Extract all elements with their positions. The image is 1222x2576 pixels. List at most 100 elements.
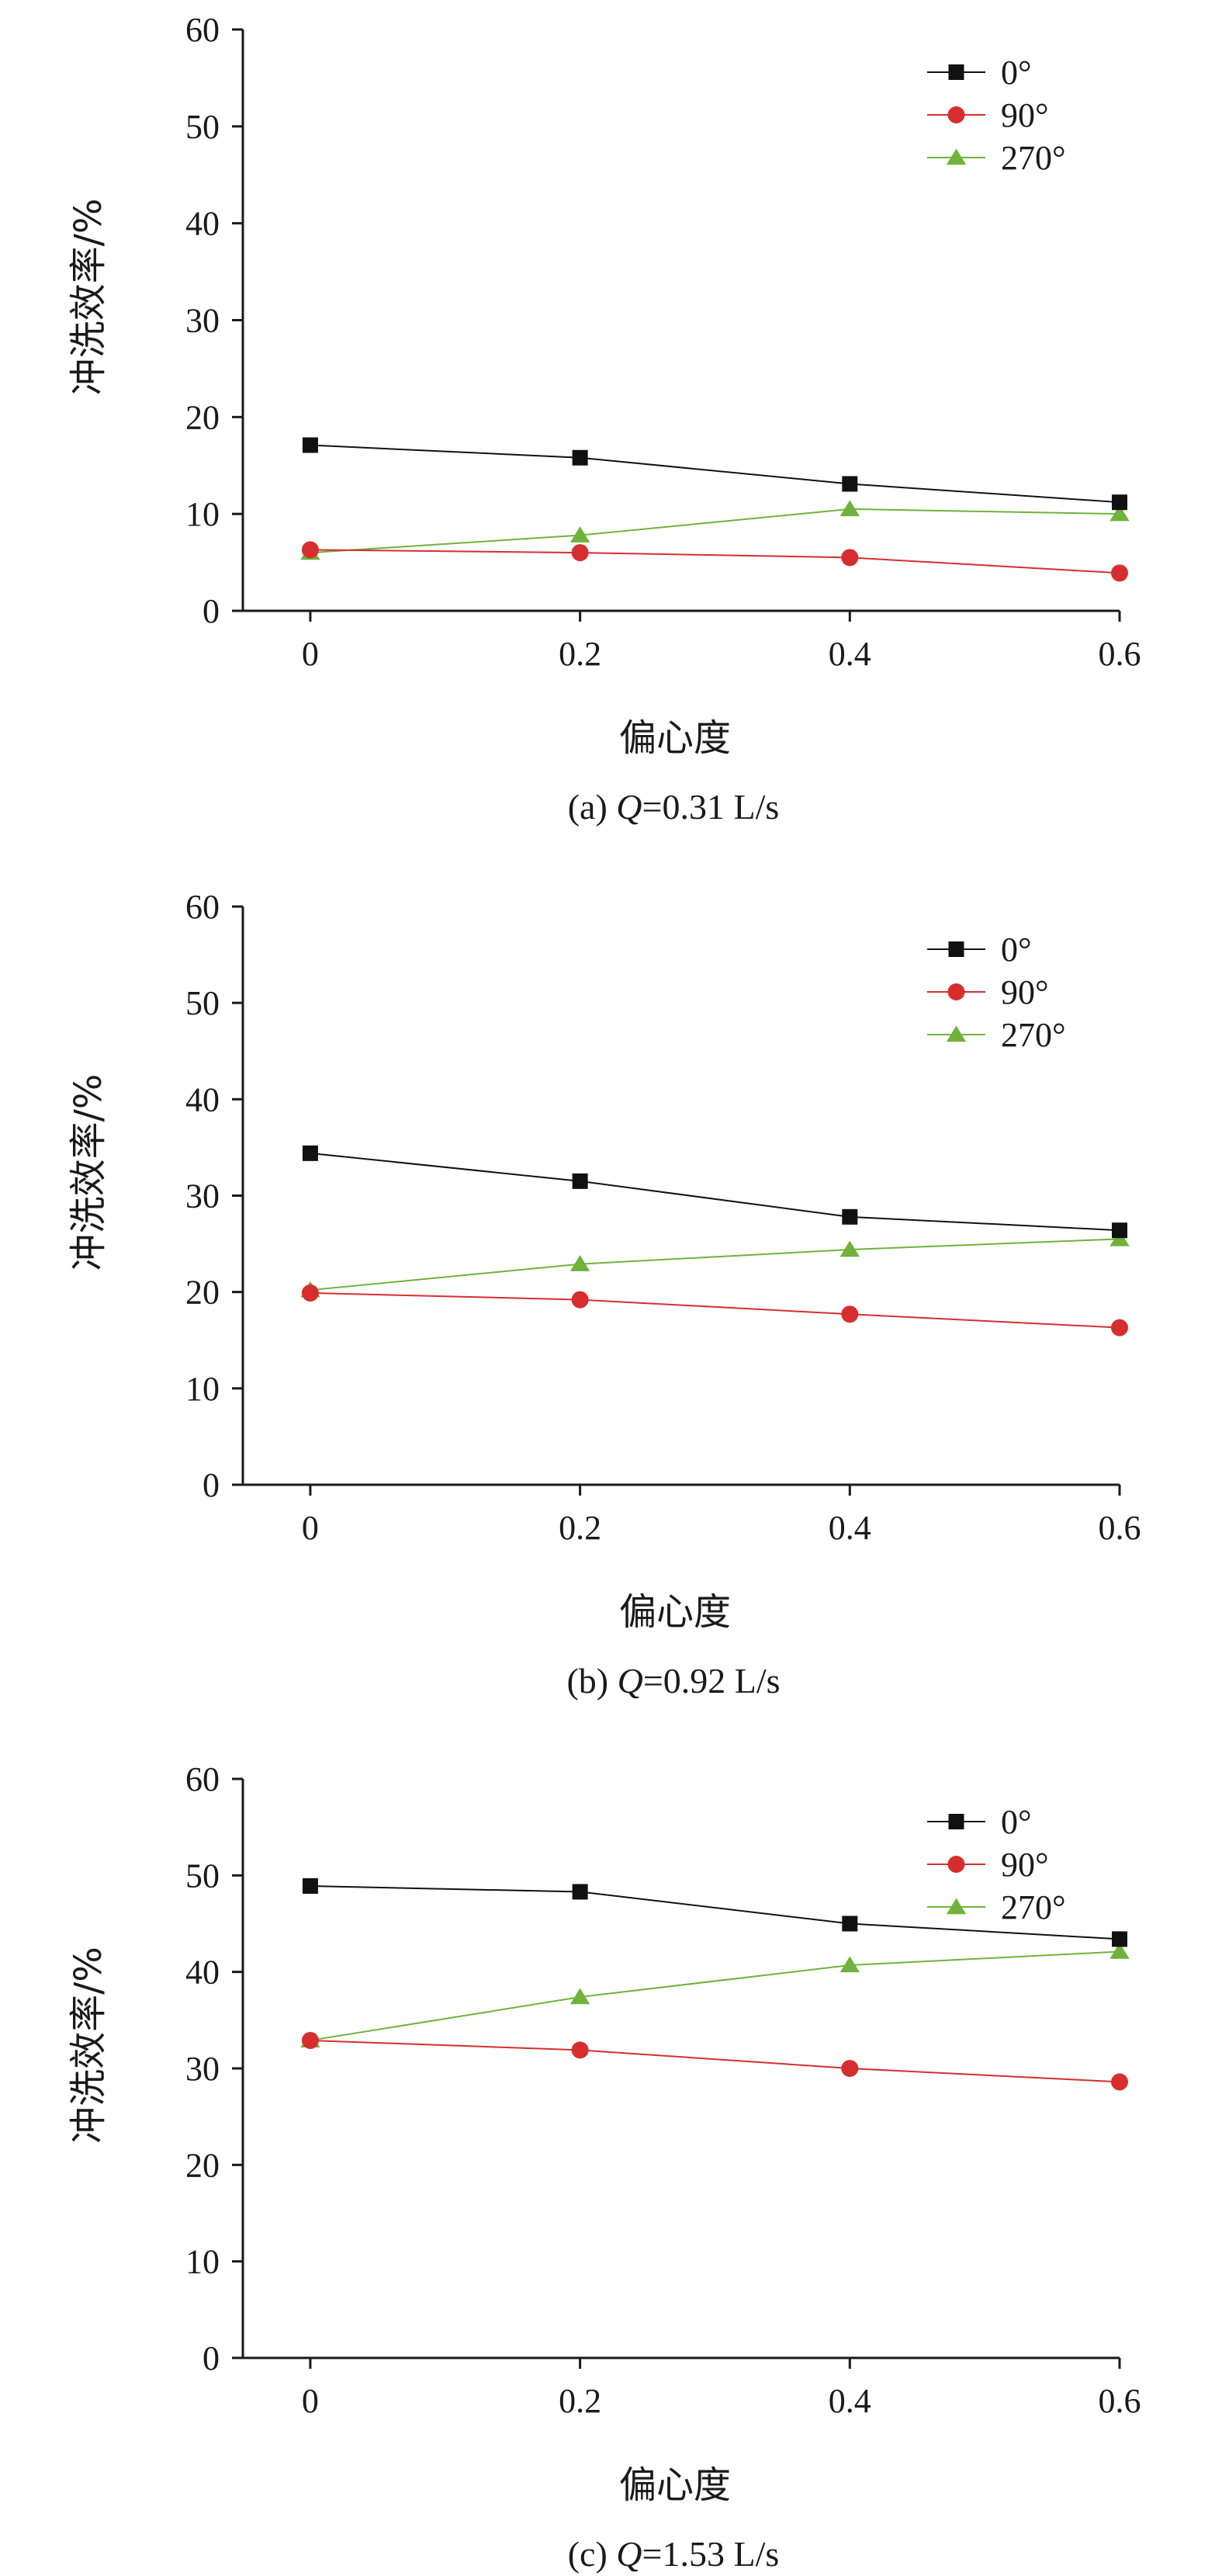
x-tick-label: 0.4	[829, 635, 871, 673]
data-point	[301, 2031, 319, 2049]
caption-prefix: (a)	[568, 787, 617, 827]
chart-panel-2: 0 10 20 30 40 50 60 0 0.2 0.4 0.6 偏心度 冲洗效率/% (c) Q=1.…	[67, 1760, 1141, 2574]
data-point	[571, 1291, 589, 1309]
x-tick-label: 0.2	[559, 635, 601, 673]
series-line	[310, 1291, 1120, 1329]
legend: 0° 90° 270°	[927, 1803, 1066, 1926]
x-tick-label: 0.4	[829, 2382, 871, 2420]
data-point	[842, 1208, 858, 1225]
x-tick-label: 0.2	[559, 2382, 601, 2420]
legend-marker	[946, 148, 967, 165]
data-point	[1109, 1229, 1130, 1246]
series-1	[301, 1284, 1128, 1337]
data-point	[1109, 1943, 1130, 1959]
legend-label: 90°	[1001, 1846, 1049, 1884]
caption-variable: Q	[618, 1661, 643, 1701]
series-2	[300, 1943, 1130, 2048]
series-line	[310, 1238, 1120, 1291]
x-tick-label: 0.6	[1099, 1509, 1141, 1547]
y-tick-label: 0	[203, 1466, 220, 1504]
data-point	[842, 476, 858, 492]
data-point	[302, 437, 318, 453]
data-point	[839, 500, 860, 517]
y-tick-label: 50	[185, 984, 220, 1022]
caption-variable: Q	[616, 787, 642, 827]
series-line	[310, 2039, 1120, 2083]
legend-label: 0°	[1001, 54, 1032, 92]
x-tick-label: 0.6	[1099, 635, 1141, 673]
series-line	[310, 1152, 1120, 1232]
y-tick-label: 0	[203, 2339, 220, 2377]
series-line	[310, 549, 1120, 574]
y-tick-label: 40	[185, 1080, 220, 1118]
x-tick-label: 0	[302, 635, 319, 673]
y-axis-title: 冲洗效率/%	[67, 1947, 110, 2144]
y-tick-label: 60	[185, 888, 220, 926]
legend-marker	[948, 941, 964, 957]
legend: 0° 90° 270°	[927, 54, 1066, 177]
legend-marker	[948, 1814, 964, 1829]
x-tick-label: 0.2	[559, 1509, 601, 1547]
data-point	[1111, 564, 1128, 582]
caption-prefix: (c)	[568, 2534, 617, 2574]
series-1	[301, 2031, 1128, 2091]
legend-label: 0°	[1001, 931, 1032, 969]
data-point	[301, 1284, 319, 1302]
x-axis-title: 偏心度	[619, 2463, 731, 2507]
y-tick-label: 40	[185, 1954, 220, 1992]
legend-marker	[946, 1025, 967, 1042]
caption-variable: Q	[616, 2534, 642, 2574]
data-point	[841, 549, 859, 567]
series-1	[301, 541, 1128, 582]
legend-marker	[946, 1898, 967, 1915]
data-point	[839, 1240, 860, 1257]
series-line	[310, 1950, 1120, 2041]
chart-panel-1: 0 10 20 30 40 50 60 0 0.2 0.4 0.6 偏心度 冲洗效率/% (b) Q=0.…	[67, 888, 1141, 1701]
panel-caption: (a) Q=0.31 L/s	[568, 787, 780, 827]
y-tick-label: 60	[185, 1760, 220, 1798]
legend: 0° 90° 270°	[927, 931, 1066, 1054]
y-tick-label: 10	[185, 2243, 220, 2281]
data-point	[1112, 1931, 1127, 1947]
data-point	[301, 541, 319, 559]
y-tick-label: 50	[185, 108, 220, 146]
data-point	[841, 1305, 859, 1323]
data-point	[572, 1173, 588, 1189]
series-0	[302, 1145, 1127, 1239]
panel-caption: (c) Q=1.53 L/s	[568, 2534, 780, 2574]
x-axis-title: 偏心度	[619, 1590, 731, 1634]
data-point	[842, 1916, 858, 1932]
caption-value: =0.92 L/s	[643, 1661, 781, 1701]
y-tick-label: 20	[185, 1274, 220, 1312]
series-0	[302, 1878, 1127, 1947]
y-axis-title: 冲洗效率/%	[67, 199, 110, 396]
legend-marker	[948, 64, 964, 80]
data-point	[1111, 2073, 1128, 2091]
caption-prefix: (b)	[566, 1661, 617, 1701]
series-line	[310, 444, 1120, 504]
y-tick-label: 30	[185, 1177, 220, 1215]
data-point	[1109, 504, 1130, 522]
y-tick-label: 60	[185, 11, 220, 49]
caption-value: =1.53 L/s	[642, 2534, 780, 2574]
y-tick-label: 30	[185, 2050, 220, 2088]
y-tick-label: 40	[185, 205, 220, 243]
data-point	[841, 2060, 859, 2077]
series-line	[310, 508, 1120, 554]
legend-marker	[947, 983, 965, 1000]
caption-value: =0.31 L/s	[642, 787, 780, 827]
legend-label: 270°	[1001, 139, 1066, 177]
x-tick-label: 0.4	[829, 1509, 871, 1547]
y-tick-label: 20	[185, 2146, 220, 2184]
x-axis-title: 偏心度	[619, 716, 731, 760]
series-line	[310, 1885, 1120, 1940]
legend-marker	[947, 1856, 965, 1873]
panel-caption: (b) Q=0.92 L/s	[566, 1661, 780, 1701]
y-tick-label: 10	[185, 1370, 220, 1408]
data-point	[839, 1956, 860, 1973]
y-tick-label: 10	[185, 495, 220, 533]
y-tick-label: 50	[185, 1857, 220, 1895]
data-point	[1112, 1222, 1127, 1239]
y-tick-label: 20	[185, 398, 220, 436]
